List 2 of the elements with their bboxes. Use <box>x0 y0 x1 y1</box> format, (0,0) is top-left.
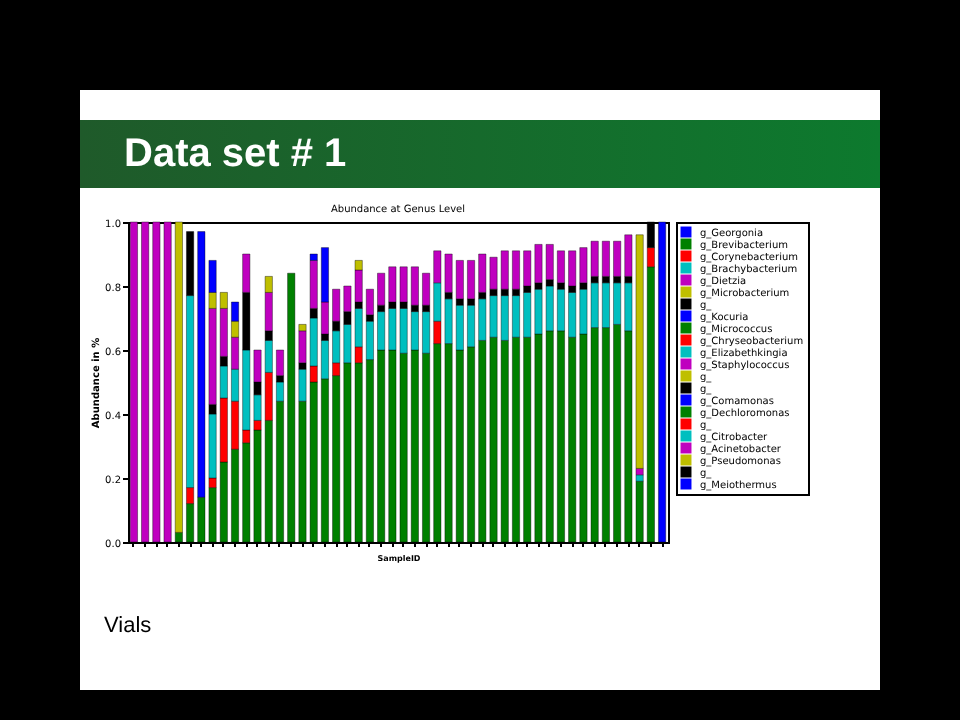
chart-title: Data set # 1 <box>80 120 880 188</box>
text: Vials <box>104 614 152 638</box>
